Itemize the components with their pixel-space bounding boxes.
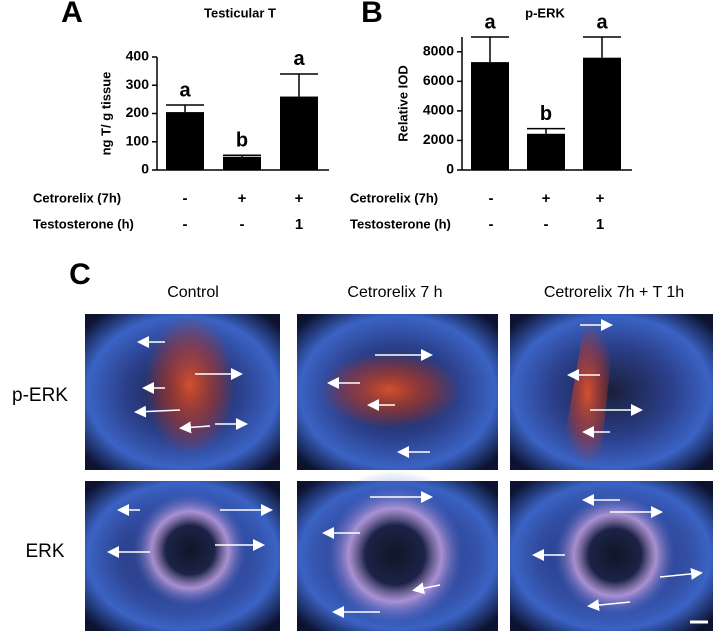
- bar: [583, 57, 621, 170]
- panel-label: B: [361, 0, 383, 29]
- significance-letter: a: [484, 11, 496, 33]
- y-tick-label: 6000: [423, 72, 454, 88]
- significance-letter: a: [179, 79, 191, 101]
- y-tick-label: 8000: [423, 42, 454, 58]
- condition-level: +: [295, 190, 304, 207]
- arrows: [107, 319, 703, 618]
- condition-label: Testosterone (h): [350, 216, 451, 231]
- chart-title: Testicular T: [204, 5, 276, 20]
- significance-letter: b: [236, 130, 248, 152]
- condition-level: -: [489, 190, 494, 207]
- micrographs: C Control Cetrorelix 7 h Cetrorelix 7h +…: [12, 258, 713, 636]
- column-label: Control: [167, 284, 219, 301]
- stain: [320, 352, 460, 428]
- bar: [223, 156, 261, 170]
- bar: [280, 96, 318, 170]
- condition-level: -: [183, 190, 188, 207]
- condition-level: +: [596, 190, 605, 207]
- y-axis-label: Relative IOD: [395, 65, 410, 142]
- significance-letter: a: [293, 48, 305, 70]
- y-axis-label: ng T/ g tissue: [98, 72, 113, 156]
- column-label: Cetrorelix 7 h: [347, 284, 442, 301]
- stain: [310, 470, 480, 636]
- condition-level: 1: [596, 216, 604, 233]
- stain: [560, 320, 615, 465]
- stain: [120, 480, 260, 620]
- row-label: p-ERK: [12, 385, 68, 406]
- panel-label: C: [69, 258, 91, 291]
- condition-label: Cetrorelix (7h): [33, 190, 121, 205]
- condition-level: -: [544, 216, 549, 233]
- bar: [527, 133, 565, 170]
- y-tick-label: 2000: [423, 131, 454, 147]
- condition-level: -: [183, 216, 188, 233]
- condition-level: 1: [295, 216, 303, 233]
- y-tick-label: 0: [141, 161, 149, 177]
- y-tick-label: 400: [126, 48, 150, 64]
- bar: [166, 112, 204, 170]
- y-tick-label: 4000: [423, 102, 454, 118]
- chart-title: p-ERK: [525, 5, 565, 20]
- stain: [145, 315, 235, 455]
- y-tick-label: 100: [126, 132, 150, 148]
- condition-label: Cetrorelix (7h): [350, 190, 438, 205]
- condition-level: +: [238, 190, 247, 207]
- condition-level: -: [240, 216, 245, 233]
- y-tick-label: 200: [126, 104, 150, 120]
- column-label: Cetrorelix 7h + T 1h: [544, 284, 684, 301]
- panel-label: A: [61, 0, 83, 29]
- condition-level: -: [489, 216, 494, 233]
- bar: [471, 62, 509, 170]
- condition-level: +: [542, 190, 551, 207]
- significance-letter: a: [596, 11, 608, 33]
- y-tick-label: 300: [126, 76, 150, 92]
- condition-label: Testosterone (h): [33, 216, 134, 231]
- row-label: ERK: [25, 541, 64, 562]
- significance-letter: b: [540, 103, 552, 125]
- y-tick-label: 0: [446, 161, 454, 177]
